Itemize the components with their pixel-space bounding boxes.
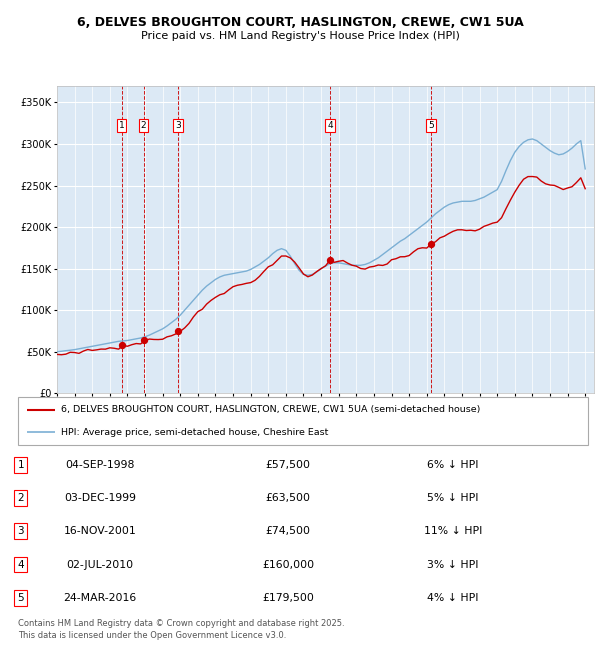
Text: Price paid vs. HM Land Registry's House Price Index (HPI): Price paid vs. HM Land Registry's House … <box>140 31 460 41</box>
Text: 3: 3 <box>17 526 24 536</box>
Text: 03-DEC-1999: 03-DEC-1999 <box>64 493 136 503</box>
Text: 6, DELVES BROUGHTON COURT, HASLINGTON, CREWE, CW1 5UA (semi-detached house): 6, DELVES BROUGHTON COURT, HASLINGTON, C… <box>61 405 480 414</box>
Point <box>426 239 436 250</box>
Text: HPI: Average price, semi-detached house, Cheshire East: HPI: Average price, semi-detached house,… <box>61 428 328 437</box>
Text: 4: 4 <box>17 560 24 569</box>
Text: 3: 3 <box>175 122 181 130</box>
Point <box>139 335 148 346</box>
Text: 1: 1 <box>119 122 124 130</box>
Point <box>325 255 335 265</box>
Text: 4: 4 <box>327 122 333 130</box>
Text: 04-SEP-1998: 04-SEP-1998 <box>65 460 135 470</box>
Point <box>173 326 183 337</box>
Text: £160,000: £160,000 <box>262 560 314 569</box>
Text: £74,500: £74,500 <box>266 526 311 536</box>
Text: 4% ↓ HPI: 4% ↓ HPI <box>427 593 479 603</box>
Text: Contains HM Land Registry data © Crown copyright and database right 2025.
This d: Contains HM Land Registry data © Crown c… <box>18 619 344 640</box>
Text: 16-NOV-2001: 16-NOV-2001 <box>64 526 136 536</box>
Text: 11% ↓ HPI: 11% ↓ HPI <box>424 526 482 536</box>
Text: 5% ↓ HPI: 5% ↓ HPI <box>427 493 479 503</box>
Text: £63,500: £63,500 <box>266 493 311 503</box>
FancyBboxPatch shape <box>18 396 588 445</box>
Text: 02-JUL-2010: 02-JUL-2010 <box>67 560 134 569</box>
Text: £57,500: £57,500 <box>266 460 311 470</box>
Text: 6, DELVES BROUGHTON COURT, HASLINGTON, CREWE, CW1 5UA: 6, DELVES BROUGHTON COURT, HASLINGTON, C… <box>77 16 523 29</box>
Text: 5: 5 <box>428 122 434 130</box>
Text: 1: 1 <box>17 460 24 470</box>
Text: 3% ↓ HPI: 3% ↓ HPI <box>427 560 479 569</box>
Point <box>117 340 127 350</box>
Text: 6% ↓ HPI: 6% ↓ HPI <box>427 460 479 470</box>
Text: 2: 2 <box>141 122 146 130</box>
Text: 5: 5 <box>17 593 24 603</box>
Text: 24-MAR-2016: 24-MAR-2016 <box>64 593 137 603</box>
Text: £179,500: £179,500 <box>262 593 314 603</box>
Text: 2: 2 <box>17 493 24 503</box>
